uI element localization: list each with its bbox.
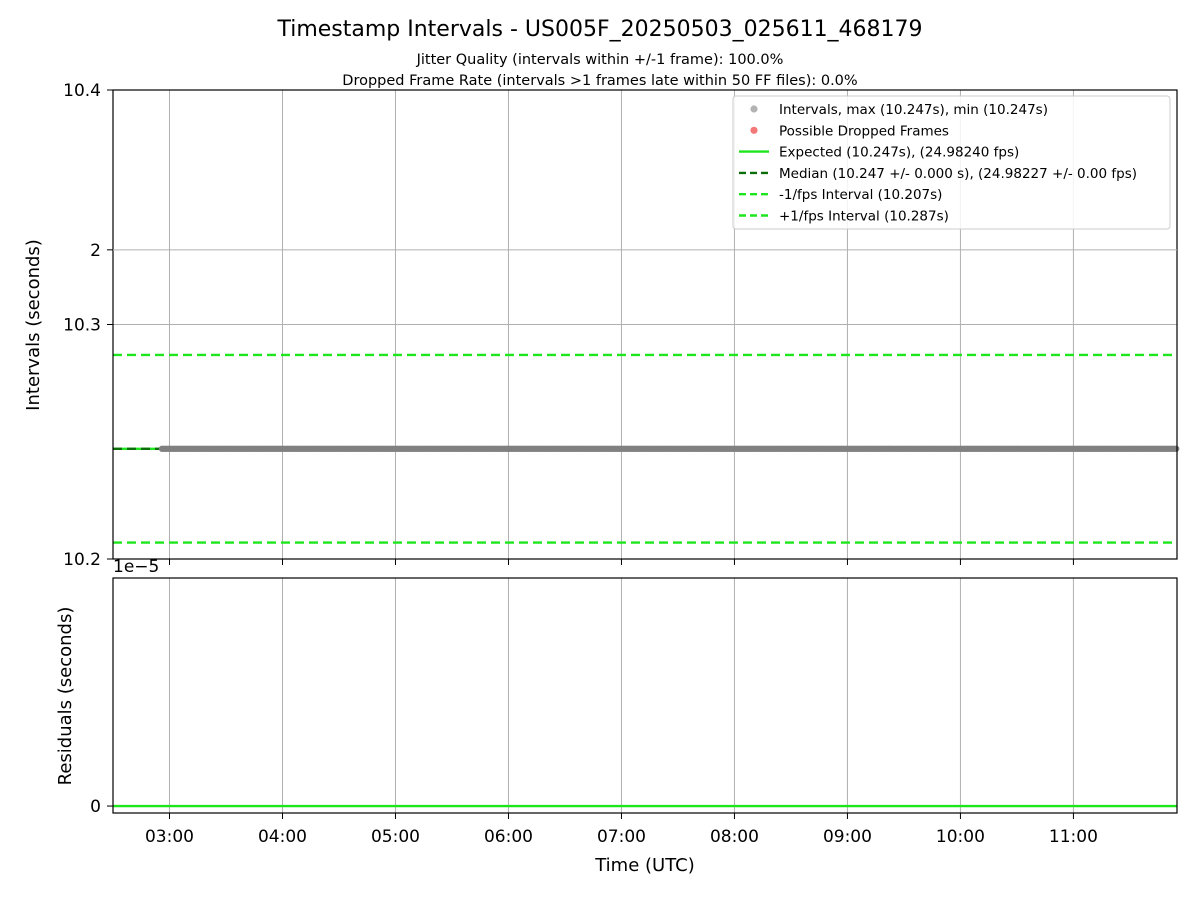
legend-marker [750,126,758,134]
residuals-panel: 02468 03:0004:0005:0006:0007:0008:0009:0… [55,241,1178,876]
legend-marker [750,105,758,113]
legend: Intervals, max (10.247s), min (10.247s) P… [732,95,1171,230]
intervals-y-tick-label: 10.4 [63,81,101,101]
intervals-points [158,445,1180,452]
x-tick-label: 07:00 [597,827,646,847]
legend-label: +1/fps Interval (10.287s) [779,209,949,225]
chart-title: Timestamp Intervals - US005F_20250503_02… [276,17,922,42]
legend-box [732,95,1171,230]
legend-label: Median (10.247 +/- 0.000 s), (24.98227 +… [779,166,1137,182]
x-tick-label: 10:00 [936,827,985,847]
intervals-panel: 10.2 10.3 10.4 Intervals (seconds) Interva… [23,81,1180,570]
x-tick-label: 03:00 [145,827,194,847]
residuals-y-tick-label: 2 [90,241,101,261]
x-tick-label: 05:00 [371,827,420,847]
x-tick-label: 09:00 [823,827,872,847]
interval-point [1173,445,1180,452]
intervals-y-tick-label: 10.2 [63,550,101,570]
legend-label: -1/fps Interval (10.207s) [779,187,942,203]
x-tick-label: 08:00 [710,827,759,847]
residuals-reference-lines [113,804,1177,808]
residuals-x-ticks: 03:00 04:00 05:00 06:00 07:00 08:00 09:00 10:00… [145,813,1098,847]
legend-label: Possible Dropped Frames [779,123,949,139]
intervals-y-tick-label: 10.3 [63,316,101,336]
dropped-frame-subtitle: Dropped Frame Rate (intervals >1 frames … [342,73,857,89]
x-tick-label: 06:00 [484,827,533,847]
intervals-x-ticks [168,559,1074,565]
intervals-y-ticks: 10.2 10.3 10.4 [63,81,113,570]
residuals-axes-frame [112,577,1178,814]
residuals-scale-label: 1e−5 [113,557,159,577]
residuals-y-tick-label: 0 [90,797,101,817]
residuals-y-axis-label: Residuals (seconds) [55,607,76,786]
x-axis-label: Time (UTC) [594,855,695,876]
x-tick-label: 04:00 [258,827,307,847]
x-tick-label: 11:00 [1049,827,1098,847]
jitter-quality-subtitle: Jitter Quality (intervals within +/-1 fr… [416,52,784,68]
legend-label: Intervals, max (10.247s), min (10.247s) [779,102,1048,118]
residuals-y-ticks: 02468 [90,241,113,817]
intervals-y-axis-label: Intervals (seconds) [23,239,44,411]
legend-label: Expected (10.247s), (24.98240 fps) [779,145,1019,161]
